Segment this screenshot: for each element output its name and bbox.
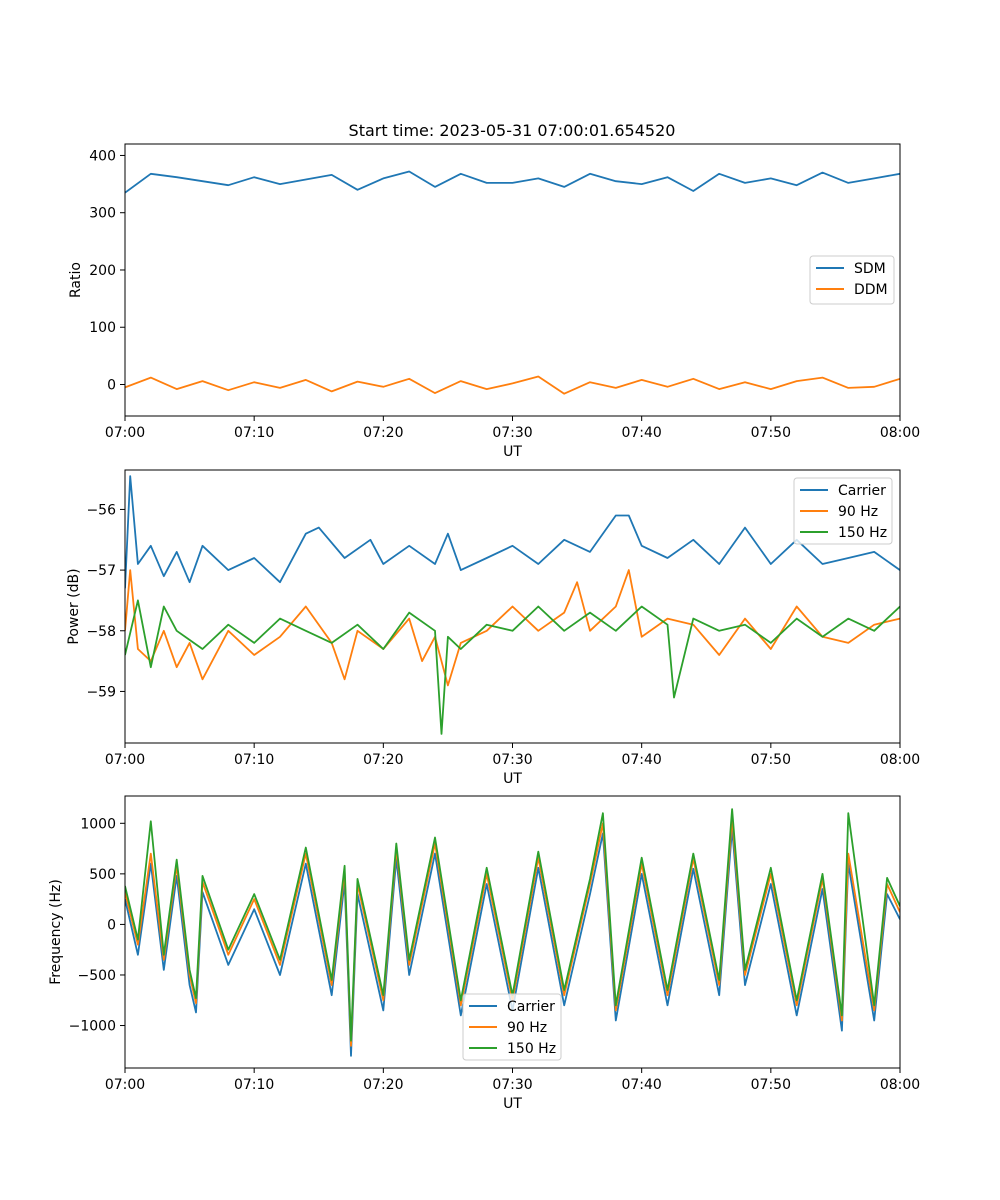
- x-axis-label: UT: [503, 1096, 522, 1112]
- series-line-150-hz: [125, 599, 900, 735]
- x-tick-label: 07:20: [363, 425, 403, 441]
- y-tick-label: −56: [86, 502, 116, 518]
- legend: SDM DDM: [809, 255, 895, 305]
- x-tick-label: 07:00: [105, 425, 145, 441]
- legend: Carrier 90 Hz 150 Hz: [462, 993, 562, 1061]
- x-tick-label: 07:30: [492, 752, 532, 768]
- legend-label: Carrier: [838, 483, 886, 499]
- y-tick-label: −57: [86, 563, 116, 579]
- panel-frequency: 07:00 07:10 07:20 07:30 07:40 07:50 08:00 1000 5…: [48, 795, 920, 1112]
- axes-frame: [124, 143, 901, 417]
- x-tick-label: 07:30: [492, 1077, 532, 1093]
- x-tick-label: 07:20: [363, 1077, 403, 1093]
- legend: Carrier 90 Hz 150 Hz: [793, 477, 893, 545]
- x-tick-label: 07:40: [621, 1077, 661, 1093]
- x-tick-label: 07:10: [234, 425, 274, 441]
- x-tick-label: 07:00: [105, 752, 145, 768]
- series-line-ddm: [125, 375, 900, 395]
- x-tick-label: 08:00: [880, 1077, 920, 1093]
- y-axis-label: Ratio: [68, 262, 84, 298]
- y-tick-label: −59: [86, 684, 116, 700]
- series-line-150-hz: [125, 808, 900, 1042]
- x-tick-label: 07:40: [621, 752, 661, 768]
- x-tick-label: 08:00: [880, 752, 920, 768]
- y-axis-label: Power (dB): [66, 568, 82, 644]
- series-group: [125, 475, 900, 735]
- x-tick-label: 07:10: [234, 752, 274, 768]
- x-tick-label: 07:30: [492, 425, 532, 441]
- y-tick-label: 200: [89, 263, 116, 279]
- legend-label: 150 Hz: [507, 1041, 556, 1057]
- legend-box: [793, 477, 893, 545]
- y-tick-label: −1000: [69, 1019, 116, 1035]
- x-axis-label: UT: [503, 771, 522, 787]
- y-tick-label: −500: [78, 968, 116, 984]
- x-tick-label: 07:50: [751, 425, 791, 441]
- y-tick-label: −58: [86, 624, 116, 640]
- legend-label: 90 Hz: [838, 504, 878, 520]
- x-tick-label: 07:40: [621, 425, 661, 441]
- legend-label: 90 Hz: [507, 1020, 547, 1036]
- x-axis-label: UT: [503, 444, 522, 460]
- legend-label: SDM: [854, 261, 886, 277]
- series-line-sdm: [125, 170, 900, 194]
- series-line-carrier: [125, 475, 900, 589]
- legend-label: Carrier: [507, 999, 555, 1015]
- panel-power: 07:00 07:10 07:20 07:30 07:40 07:50 08:00 −56 −5…: [66, 469, 920, 787]
- legend-label: DDM: [854, 282, 888, 298]
- x-tick-label: 07:20: [363, 752, 403, 768]
- y-tick-label: 100: [89, 320, 116, 336]
- y-axis-label: Frequency (Hz): [48, 879, 64, 985]
- figure-title: Start time: 2023-05-31 07:00:01.654520: [349, 121, 676, 140]
- x-tick-label: 07:50: [751, 1077, 791, 1093]
- series-group: [125, 170, 900, 395]
- y-tick-label: 1000: [80, 816, 116, 832]
- x-tick-label: 07:10: [234, 1077, 274, 1093]
- y-tick-label: 0: [107, 378, 116, 394]
- y-tick-label: 300: [89, 206, 116, 222]
- series-group: [125, 808, 900, 1057]
- panel-ratio: 07:00 07:10 07:20 07:30 07:40 07:50 08:00 0 100 2…: [68, 143, 920, 460]
- series-line-90-hz: [125, 569, 900, 687]
- legend-box: [462, 993, 562, 1061]
- legend-label: 150 Hz: [838, 525, 887, 541]
- y-tick-label: 500: [89, 867, 116, 883]
- x-tick-label: 08:00: [880, 425, 920, 441]
- x-tick-label: 07:00: [105, 1077, 145, 1093]
- y-tick-label: 0: [107, 917, 116, 933]
- x-tick-label: 07:50: [751, 752, 791, 768]
- y-tick-label: 400: [89, 148, 116, 164]
